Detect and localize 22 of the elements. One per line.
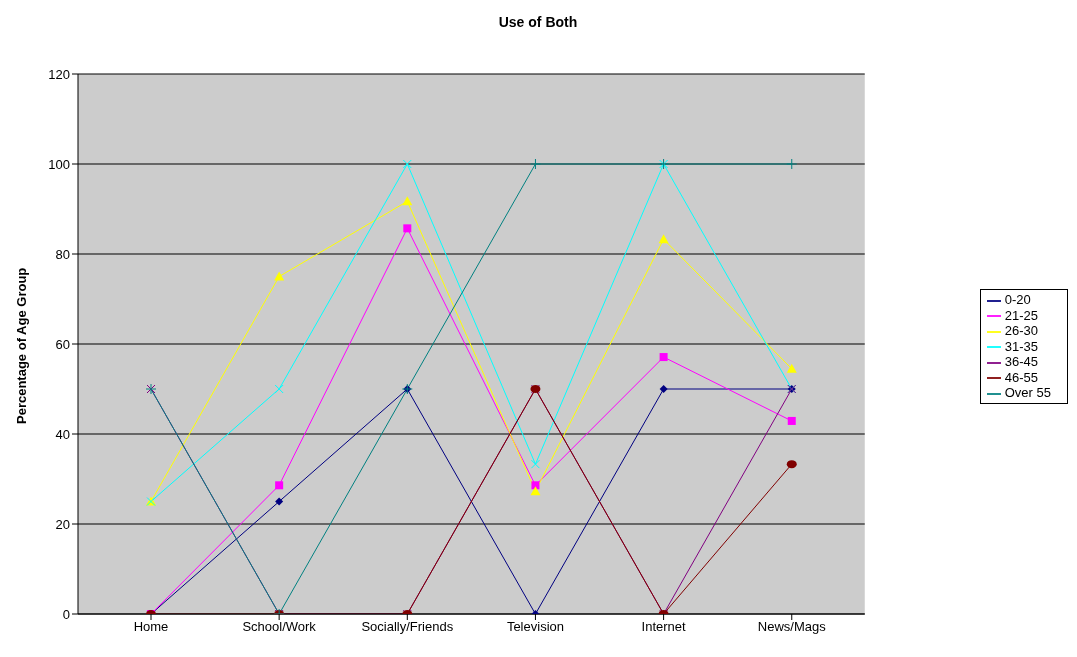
legend-label: 26-30	[1004, 323, 1038, 339]
legend-label: Over 55	[1004, 385, 1051, 401]
legend-label: 21-25	[1004, 307, 1038, 323]
y-tick-label: 0	[62, 606, 70, 622]
y-tick-label: 40	[55, 426, 70, 442]
y-tick-label: 60	[55, 336, 70, 352]
x-tick-label: News/Mags	[757, 619, 827, 635]
x-tick-label: Home	[133, 619, 169, 635]
chart-title: Use of Both	[497, 13, 579, 32]
y-tick-label: 20	[55, 516, 70, 532]
y-tick-label: 80	[55, 246, 70, 262]
x-tick-label: School/Work	[242, 619, 317, 635]
y-tick-label: 120	[48, 66, 70, 82]
legend-label: 46-55	[1004, 369, 1038, 385]
x-tick-label: Internet	[641, 619, 687, 635]
x-tick-label: Television	[506, 619, 564, 635]
y-axis-title: Percentage of Age Group	[13, 267, 29, 424]
x-tick-label: Socially/Friends	[361, 619, 454, 635]
legend-label: 31-35	[1004, 338, 1038, 354]
y-tick-label: 100	[48, 156, 70, 172]
legend-label: 36-45	[1004, 354, 1038, 370]
legend-label: 0-20	[1004, 292, 1031, 308]
